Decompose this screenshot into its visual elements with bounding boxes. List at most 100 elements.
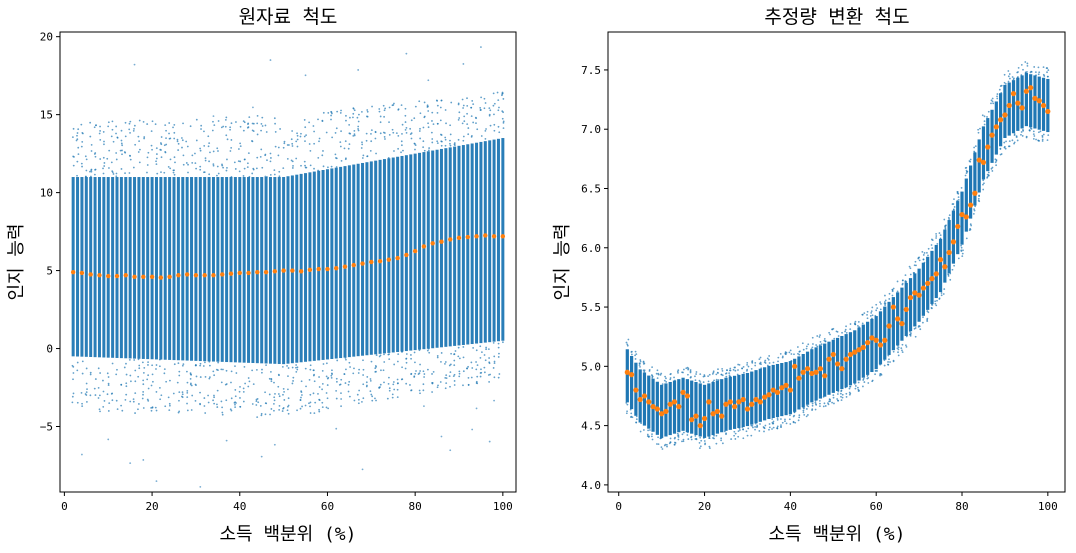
left-scatter-point [383,381,385,384]
left-scatter-point [287,404,290,407]
right-scatter-point [665,377,667,380]
right-scatter-point [960,186,963,189]
left-scatter-point [217,150,219,152]
left-scatter-column [247,177,251,363]
left-scatter-point [138,119,141,122]
left-scatter-point [142,459,145,461]
right-scatter-column [1029,74,1033,128]
left-scatter-point [150,130,153,133]
left-scatter-point [141,361,144,364]
right-mean-point [693,413,699,419]
left-scatter-point [392,131,395,134]
left-scatter-point [111,170,114,173]
right-scatter-point [1022,68,1024,71]
left-scatter-point [378,108,381,110]
right-scatter-column [1033,75,1037,129]
left-scatter-point [129,400,132,403]
right-scatter-point [889,361,891,363]
right-scatter-point [901,351,904,354]
right-mean-point [834,361,841,367]
left-scatter-point [251,140,253,142]
right-scatter-point [996,95,998,98]
right-scatter-point [844,328,847,331]
right-scatter-point [983,120,986,123]
right-scatter-point [1026,62,1029,65]
right-scatter-point [733,366,736,369]
right-scatter-point [750,434,753,437]
left-scatter-point [208,160,210,163]
left-scatter-point [234,389,237,391]
right-scatter-column [642,372,647,426]
right-scatter-point [856,386,859,389]
left-scatter-point [110,135,113,138]
left-mean-point [456,235,462,241]
right-scatter-point [905,346,908,348]
right-scatter-point [942,293,945,295]
left-scatter-point [362,397,365,400]
left-scatter-point [476,375,479,378]
left-scatter-point [483,97,486,100]
left-scatter-point [388,387,391,390]
left-scatter-point [147,361,149,363]
right-mean-point [1036,98,1042,104]
left-scatter-point [110,161,113,164]
right-scatter-point [880,302,882,305]
right-mean-point [804,366,811,372]
left-scatter-point [361,141,363,144]
left-scatter-point [317,156,320,159]
right-scatter-point [812,343,814,345]
left-scatter-point [106,393,109,396]
left-scatter-point [374,137,377,140]
right-scatter-point [704,443,706,446]
right-scatter-point [754,428,756,431]
right-scatter-point [703,440,706,442]
left-scatter-point [444,387,447,390]
left-scatter-point [436,355,439,357]
left-scatter-point [84,175,87,178]
right-scatter-point [745,430,748,433]
left-y-tick-label: 10 [40,187,53,200]
left-scatter-point [163,368,166,371]
right-scatter-point [874,370,877,372]
right-scatter-point [863,381,866,383]
right-scatter-point [712,370,715,373]
right-scatter-point [822,405,825,408]
left-scatter-point [498,131,501,134]
right-scatter-point [969,158,972,161]
right-scatter-point [999,153,1002,156]
right-scatter-point [970,224,973,227]
right-scatter-point [926,320,929,322]
right-scatter-point [969,223,972,226]
left-scatter-point [303,160,306,163]
left-scatter-point [410,119,413,122]
right-mean-point [976,157,982,163]
left-scatter-point [212,163,215,166]
left-scatter-point [322,165,325,168]
left-scatter-point [308,402,310,405]
left-scatter-point [484,102,487,104]
right-mean-point [637,396,643,403]
left-scatter-point [195,375,198,378]
left-scatter-point [349,132,352,135]
left-scatter-point [404,114,407,117]
left-scatter-point [177,362,180,365]
left-scatter-point [269,59,272,61]
right-scatter-point [642,429,645,431]
left-scatter-point [321,154,324,157]
left-scatter-point [176,381,179,384]
left-scatter-point [483,366,486,369]
left-scatter-point [374,397,376,400]
left-scatter-point [278,395,281,398]
right-scatter-point [931,307,933,310]
left-x-tick-label: 80 [409,500,422,513]
left-y-tick-label: 15 [40,109,53,122]
left-scatter-point [222,368,224,371]
left-scatter-point [480,96,483,99]
left-scatter-point [221,164,224,167]
left-scatter-point [278,404,281,407]
right-scatter-point [840,399,843,402]
left-scatter-point [449,139,451,142]
left-scatter-point [107,125,110,128]
left-scatter-point [282,146,285,149]
left-scatter-point [423,376,425,378]
